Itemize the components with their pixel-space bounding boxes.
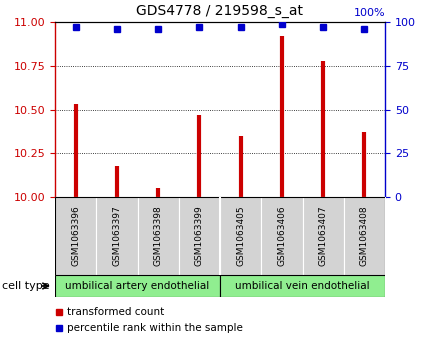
Text: GSM1063398: GSM1063398	[153, 205, 163, 266]
Bar	[220, 197, 261, 275]
Text: GSM1063405: GSM1063405	[236, 206, 245, 266]
Text: umbilical artery endothelial: umbilical artery endothelial	[65, 281, 210, 291]
Bar	[344, 197, 385, 275]
Text: cell type: cell type	[2, 281, 50, 291]
Text: GSM1063399: GSM1063399	[195, 205, 204, 266]
Bar	[138, 197, 179, 275]
Text: umbilical vein endothelial: umbilical vein endothelial	[235, 281, 370, 291]
Text: GSM1063408: GSM1063408	[360, 206, 369, 266]
Text: transformed count: transformed count	[67, 307, 164, 317]
Bar	[220, 275, 385, 297]
Bar	[55, 275, 220, 297]
Bar	[179, 197, 220, 275]
Text: GSM1063396: GSM1063396	[71, 205, 80, 266]
Bar	[55, 197, 96, 275]
Text: percentile rank within the sample: percentile rank within the sample	[67, 323, 243, 333]
Text: GSM1063397: GSM1063397	[112, 205, 122, 266]
Bar	[96, 197, 138, 275]
Text: GSM1063407: GSM1063407	[319, 206, 328, 266]
Text: GSM1063406: GSM1063406	[278, 206, 286, 266]
Title: GDS4778 / 219598_s_at: GDS4778 / 219598_s_at	[136, 4, 303, 18]
Bar	[303, 197, 344, 275]
Bar	[261, 197, 303, 275]
Text: 100%: 100%	[353, 8, 385, 19]
